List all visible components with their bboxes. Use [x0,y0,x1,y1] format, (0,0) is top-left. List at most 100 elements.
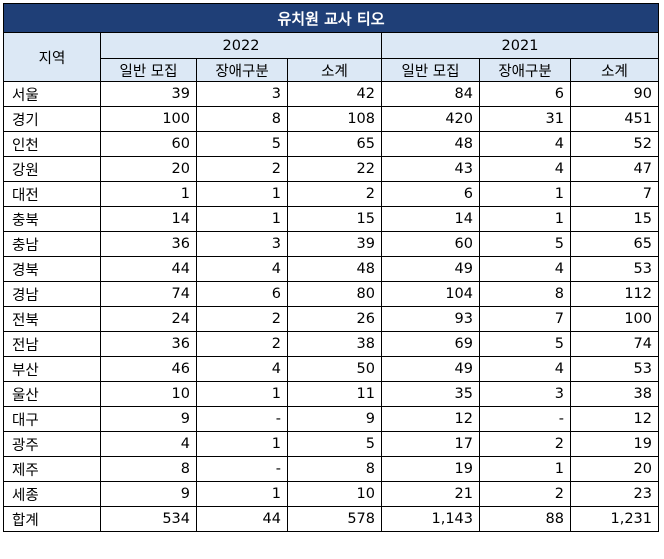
value-cell: 42 [287,81,382,107]
region-cell: 강원 [3,156,101,182]
value-cell: 1 [479,206,571,232]
value-cell: 3 [479,381,571,407]
table-row: 광주 4 1 5 17 2 19 [3,431,659,457]
table-row: 합계 534 44 578 1,143 88 1,231 [3,506,659,532]
region-cell: 충남 [3,231,101,257]
value-cell: 6 [479,81,571,107]
value-cell: 39 [100,81,197,107]
teacher-quota-table-wrapper: 유치원 교사 티오 지역 2022 2021 일반 모집 장애구분 소계 일반 … [3,3,659,532]
value-cell: 17 [381,431,480,457]
value-cell: 44 [196,506,288,532]
value-cell: 5 [196,131,288,157]
value-cell: 5 [479,331,571,357]
value-cell: 6 [381,181,480,207]
value-cell: 15 [287,206,382,232]
value-cell: 4 [100,431,197,457]
subheader-subtotal: 소계 [287,58,382,82]
region-cell: 광주 [3,431,101,457]
value-cell: 21 [381,481,480,507]
subheader-disability: 장애구분 [479,58,571,82]
subheader-general: 일반 모집 [100,58,197,82]
value-cell: 36 [100,231,197,257]
subheader-row: 일반 모집 장애구분 소계 일반 모집 장애구분 소계 [4,58,659,82]
value-cell: 1 [100,181,197,207]
value-cell: 84 [381,81,480,107]
value-cell: 1 [196,181,288,207]
value-cell: 88 [479,506,571,532]
teacher-quota-table: 유치원 교사 티오 지역 2022 2021 일반 모집 장애구분 소계 일반 … [3,3,659,532]
table-row: 충남 36 3 39 60 5 65 [3,231,659,257]
value-cell: 53 [570,356,659,382]
value-cell: 8 [196,106,288,132]
region-cell: 서울 [3,81,101,107]
value-cell: 5 [287,431,382,457]
table-row: 경남 74 6 80 104 8 112 [3,281,659,307]
table-row: 경기 100 8 108 420 31 451 [3,106,659,132]
year-2021-header: 2021 [381,32,659,59]
value-cell: 9 [100,481,197,507]
value-cell: 11 [287,381,382,407]
value-cell: 8 [100,456,197,482]
table-row: 경북 44 4 48 49 4 53 [3,256,659,282]
value-cell: 8 [479,281,571,307]
table-row: 서울 39 3 42 84 6 90 [3,81,659,107]
value-cell: 65 [570,231,659,257]
subheader-general: 일반 모집 [381,58,480,82]
value-cell: 47 [570,156,659,182]
value-cell: 1 [479,181,571,207]
value-cell: 578 [287,506,382,532]
value-cell: 20 [570,456,659,482]
value-cell: 3 [196,231,288,257]
region-cell: 울산 [3,381,101,407]
value-cell: 1 [196,381,288,407]
value-cell: 100 [570,306,659,332]
value-cell: 49 [381,256,480,282]
value-cell: 4 [479,156,571,182]
table-row: 전북 24 2 26 93 7 100 [3,306,659,332]
value-cell: 12 [381,406,480,432]
value-cell: 108 [287,106,382,132]
value-cell: 12 [570,406,659,432]
value-cell: 4 [196,356,288,382]
value-cell: 69 [381,331,480,357]
subheader-disability: 장애구분 [196,58,288,82]
table-row: 전남 36 2 38 69 5 74 [3,331,659,357]
value-cell: 4 [479,256,571,282]
value-cell: 38 [287,331,382,357]
value-cell: 104 [381,281,480,307]
table-row: 강원 20 2 22 43 4 47 [3,156,659,182]
table-row: 부산 46 4 50 49 4 53 [3,356,659,382]
table-title: 유치원 교사 티오 [3,3,659,33]
value-cell: 60 [381,231,480,257]
table-row: 울산 10 1 11 35 3 38 [3,381,659,407]
value-cell: 65 [287,131,382,157]
table-row: 충북 14 1 15 14 1 15 [3,206,659,232]
value-cell: 36 [100,331,197,357]
region-cell: 대구 [3,406,101,432]
value-cell: 2 [196,156,288,182]
value-cell: 1 [196,206,288,232]
value-cell: 5 [479,231,571,257]
value-cell: 2 [479,481,571,507]
value-cell: 38 [570,381,659,407]
table-row: 대전 1 1 2 6 1 7 [3,181,659,207]
value-cell: 100 [100,106,197,132]
value-cell: 26 [287,306,382,332]
value-cell: 93 [381,306,480,332]
value-cell: 8 [287,456,382,482]
value-cell: 39 [287,231,382,257]
value-cell: 35 [381,381,480,407]
region-header: 지역 [3,32,101,82]
value-cell: 112 [570,281,659,307]
value-cell: 451 [570,106,659,132]
value-cell: 23 [570,481,659,507]
region-cell: 인천 [3,131,101,157]
value-cell: - [196,406,288,432]
value-cell: 9 [287,406,382,432]
value-cell: 6 [196,281,288,307]
value-cell: 14 [100,206,197,232]
value-cell: 44 [100,256,197,282]
table-row: 세종 9 1 10 21 2 23 [3,481,659,507]
value-cell: 46 [100,356,197,382]
value-cell: 1 [196,431,288,457]
